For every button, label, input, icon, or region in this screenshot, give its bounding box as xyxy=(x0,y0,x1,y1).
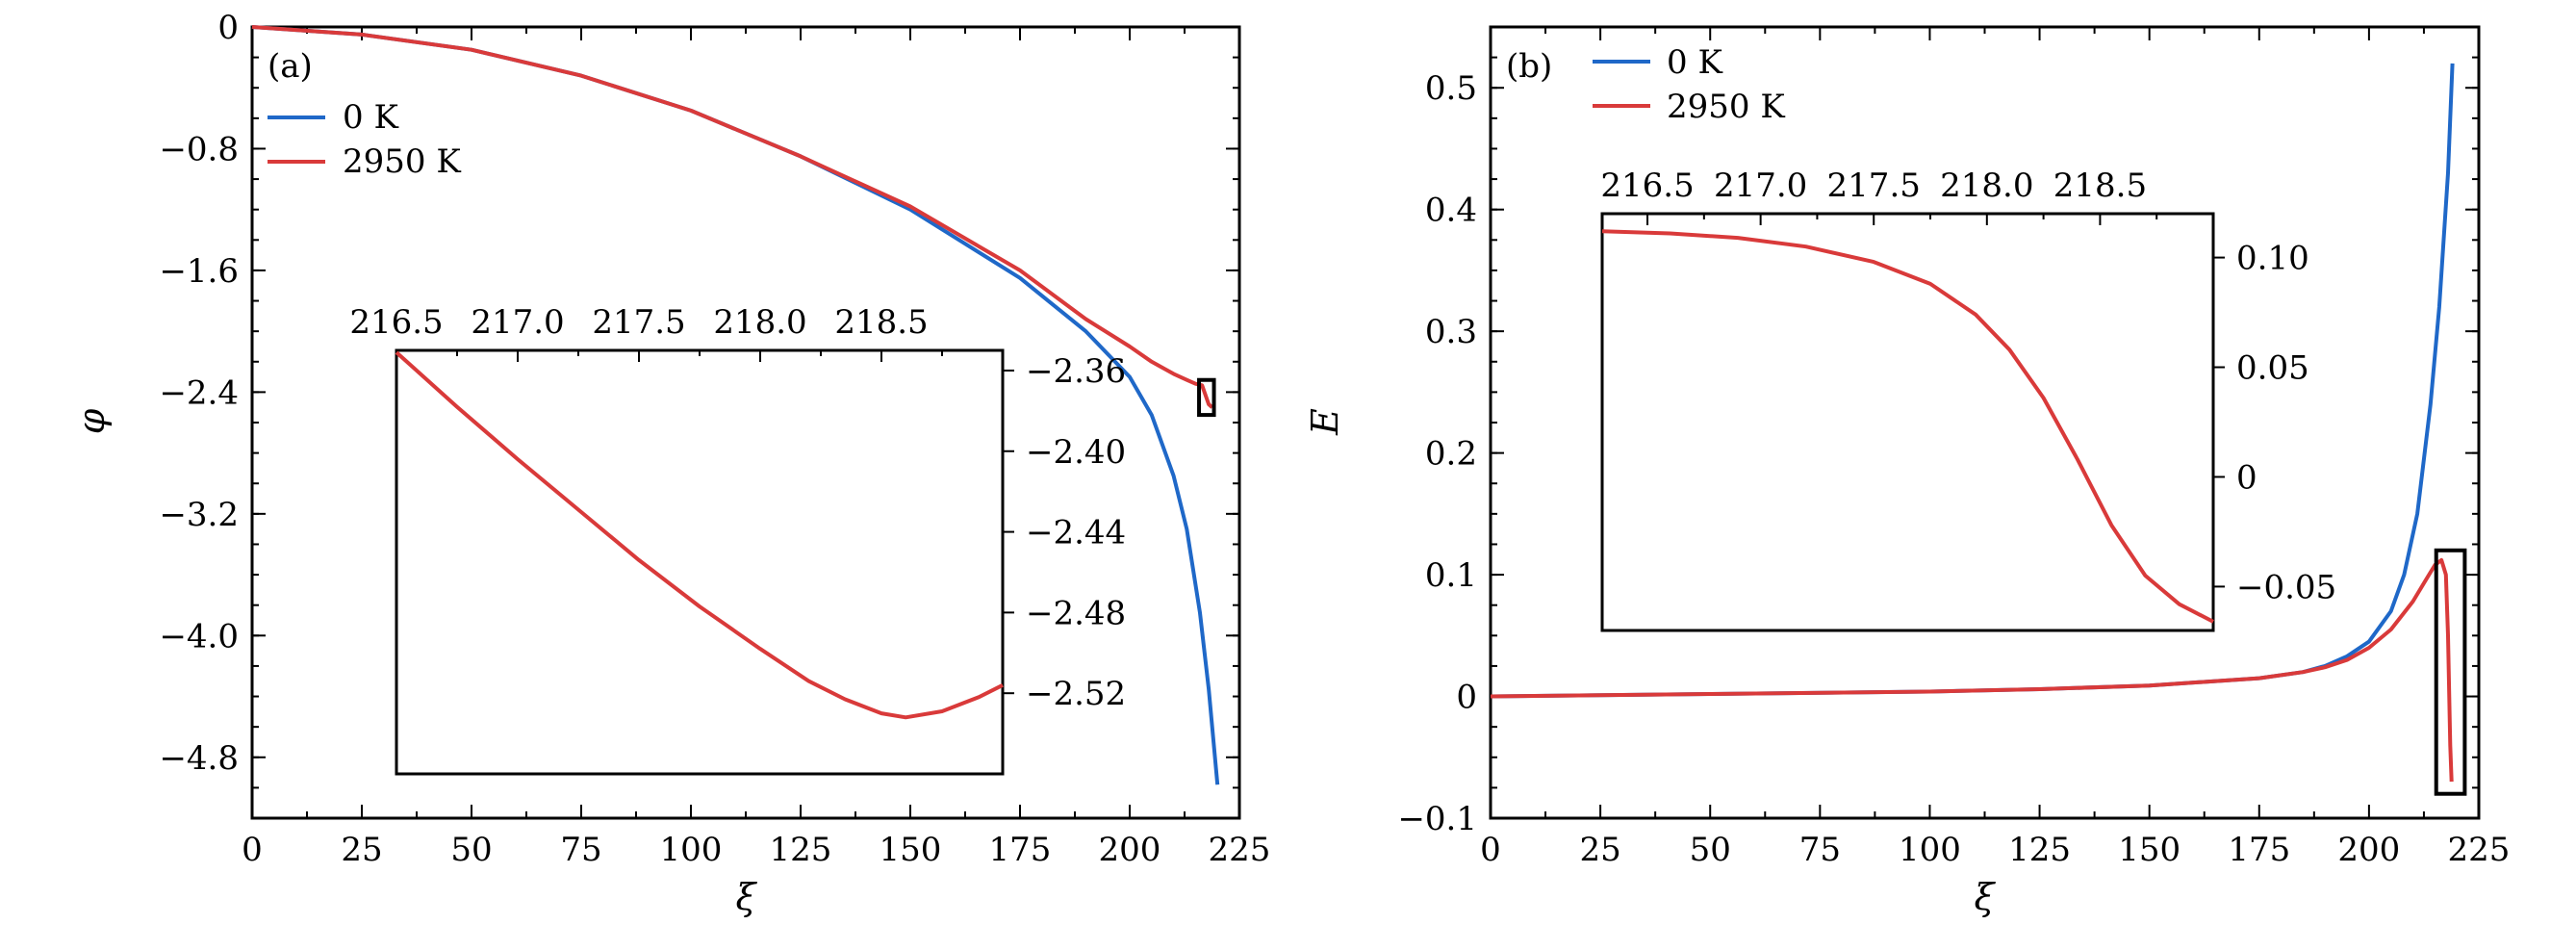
panel-a-y-tick-label: −4.0 xyxy=(159,617,239,655)
panel-a-x-tick-label: 100 xyxy=(660,831,723,869)
panel-b-inset-x-tick-label: 218.0 xyxy=(1940,167,2033,205)
panel-a-inset-x-tick-label: 217.5 xyxy=(592,303,685,342)
panel-b-y-tick-label: 0.4 xyxy=(1425,192,1477,230)
panel-b-inset-y-tick-label: 0.10 xyxy=(2236,240,2309,278)
legend-b-2950k-label: 2950 K xyxy=(1667,88,1785,126)
panel-b-inset-x-tick-label: 216.5 xyxy=(1600,167,1694,205)
panel-b-y-tick-label: 0.5 xyxy=(1425,69,1477,108)
panel-b-y-tick-label: −0.1 xyxy=(1397,800,1477,838)
panel-b: 0 25 50 75 100 125 150 175 200 225 −0.100.10.20.3… xyxy=(1304,25,2510,918)
panel-b-x-tick-label: 50 xyxy=(1690,831,1731,869)
panel-a-x-axis-label: ξ xyxy=(736,876,758,918)
panel-b-y-tick-label: 0 xyxy=(1456,679,1477,717)
panel-b-inset-x-tick-label: 218.5 xyxy=(2053,167,2147,205)
panel-b-inset-series xyxy=(1601,229,2214,624)
panel-b-inset-frame xyxy=(1600,212,2215,632)
panel-a-inset-y-tick-label: −2.48 xyxy=(1026,594,1126,632)
panel-b-x-tick-label: 25 xyxy=(1579,831,1620,869)
panel-b-inset-y-tick-label: −0.05 xyxy=(2236,568,2336,606)
panel-b-x-tick-label: 75 xyxy=(1799,831,1841,869)
panel-a-x-tick-label: 0 xyxy=(242,831,263,869)
panel-a-inset-x-tick-label: 218.5 xyxy=(834,303,928,342)
legend-a-0k-label: 0 K xyxy=(343,98,398,137)
panel-b-inset: 216.5 217.0 217.5 218.0 218.5 0.10 0.05 0 −0.05 xyxy=(1600,167,2336,632)
legend-a-2950k-label: 2950 K xyxy=(343,142,461,181)
panel-a-zoom-highlight-box xyxy=(1197,377,1216,418)
panel-a-y-tick-label: 0 xyxy=(217,9,239,47)
panel-a-y-tick-label: −2.4 xyxy=(159,373,239,412)
panel-b-x-tick-label: 225 xyxy=(2448,831,2511,869)
panel-a: 0 25 50 75 100 125 150 175 200 225 0 −0.8 −1.6 −2.4 −… xyxy=(70,9,1270,918)
panel-b-inset-y-ticks: 0.10 0.05 0 −0.05 xyxy=(2213,240,2336,606)
panel-b-label: (b) xyxy=(1506,47,1552,86)
panel-a-x-tick-label: 75 xyxy=(560,831,601,869)
panel-a-inset-y-ticks: −2.36 −2.40 −2.44 −2.48 −2.52 xyxy=(1003,352,1126,713)
panel-a-inset-x-tick-label: 217.0 xyxy=(471,303,564,342)
panel-b-y-tick-label: 0.3 xyxy=(1425,313,1477,351)
panel-a-inset-x-tick-label: 216.5 xyxy=(349,303,443,342)
panel-a-label: (a) xyxy=(268,47,313,86)
panel-b-inset-series-2950-k xyxy=(1601,229,2214,624)
panel-b-inset-x-tick-label: 217.0 xyxy=(1714,167,1807,205)
panel-b-series xyxy=(1490,63,2455,783)
panel-b-x-tick-label: 0 xyxy=(1480,831,1501,869)
panel-a-x-ticks: 0 25 50 75 100 125 150 175 200 225 xyxy=(242,27,1270,869)
panel-a-x-tick-label: 175 xyxy=(989,831,1052,869)
panel-a-inset: 216.5 217.0 217.5 218.0 218.5 −2.36 −2.40 −2.4… xyxy=(349,303,1126,776)
panel-b-y-tick-label: 0.1 xyxy=(1425,556,1477,595)
panel-a-inset-frame xyxy=(395,348,1005,776)
panel-a-inset-y-tick-label: −2.44 xyxy=(1026,514,1126,552)
panel-a-x-tick-label: 125 xyxy=(770,831,832,869)
panel-a-x-tick-label: 25 xyxy=(341,831,382,869)
panel-b-inset-x-ticks: 216.5 217.0 217.5 218.0 218.5 xyxy=(1600,167,2158,225)
panel-b-x-tick-label: 200 xyxy=(2337,831,2400,869)
panel-a-y-tick-label: −1.6 xyxy=(159,252,239,291)
panel-b-y-ticks: −0.1 0 0.1 0.2 0.3 0.4 0.5 xyxy=(1397,26,2479,838)
panel-a-inset-x-tick-label: 218.0 xyxy=(713,303,806,342)
panel-a-x-tick-label: 200 xyxy=(1099,831,1161,869)
panel-b-inset-x-tick-label: 217.5 xyxy=(1827,167,1921,205)
panel-b-x-ticks: 0 25 50 75 100 125 150 175 200 225 xyxy=(1480,27,2510,869)
panel-a-y-tick-label: −4.8 xyxy=(159,739,239,778)
panel-a-inset-series-2950-k xyxy=(395,350,1004,720)
panel-b-x-axis-label: ξ xyxy=(1975,876,1997,918)
panel-b-x-tick-label: 125 xyxy=(2008,831,2071,869)
panel-b-series-2950-k xyxy=(1490,557,2454,783)
panel-b-inset-y-tick-label: 0.05 xyxy=(2236,349,2309,388)
panel-b-inset-y-tick-label: 0 xyxy=(2236,458,2257,497)
panel-a-inset-y-tick-label: −2.52 xyxy=(1026,675,1126,713)
panel-a-x-tick-label: 50 xyxy=(450,831,492,869)
panel-a-inset-x-ticks: 216.5 217.0 217.5 218.0 218.5 xyxy=(349,303,943,362)
panel-b-y-tick-label: 0.2 xyxy=(1425,435,1477,474)
panel-a-y-ticks: 0 −0.8 −1.6 −2.4 −3.2 −4.0 −4.8 xyxy=(159,9,1239,819)
panel-a-y-tick-label: −0.8 xyxy=(159,130,239,168)
panel-a-y-axis-label: φ xyxy=(70,408,113,434)
panel-a-x-tick-label: 150 xyxy=(880,831,942,869)
panel-a-y-tick-label: −3.2 xyxy=(159,496,239,534)
panel-a-x-tick-label: 225 xyxy=(1209,831,1271,869)
panel-b-y-axis-label: E xyxy=(1304,408,1346,436)
panel-b-x-tick-label: 150 xyxy=(2118,831,2181,869)
panel-b-x-tick-label: 175 xyxy=(2228,831,2290,869)
panel-a-inset-y-tick-label: −2.40 xyxy=(1026,433,1126,472)
panel-a-inset-y-tick-label: −2.36 xyxy=(1026,352,1126,391)
panel-b-x-tick-label: 100 xyxy=(1899,831,1961,869)
panel-b-zoom-highlight-box xyxy=(2434,548,2467,796)
legend-b-0k-label: 0 K xyxy=(1667,43,1722,82)
panel-b-legend: 0 K 2950 K xyxy=(1593,43,1785,126)
panel-a-inset-series xyxy=(395,350,1004,720)
panel-a-legend: 0 K 2950 K xyxy=(268,98,461,181)
